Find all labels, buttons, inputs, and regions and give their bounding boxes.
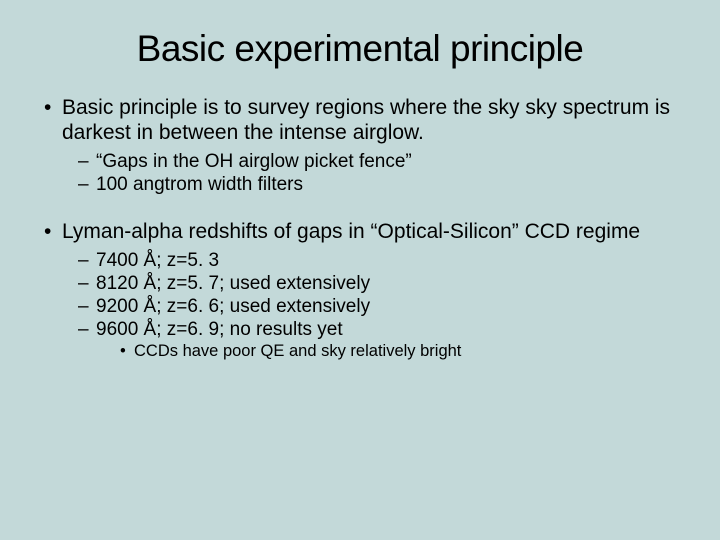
bullet-sub-3: 7400 Å; z=5. 3	[78, 249, 690, 272]
slide-title: Basic experimental principle	[30, 28, 690, 70]
bullet-sub-6: 9600 Å; z=6. 9; no results yet	[78, 318, 690, 341]
spacer	[30, 196, 690, 220]
bullet-sub-4: 8120 Å; z=5. 7; used extensively	[78, 272, 690, 295]
bullet-text: 9200 Å; z=6. 6; used extensively	[96, 296, 370, 317]
bullet-text: “Gaps in the OH airglow picket fence”	[96, 151, 412, 172]
bullet-text: Basic principle is to survey regions whe…	[62, 96, 670, 144]
bullet-sub-5: 9200 Å; z=6. 6; used extensively	[78, 295, 690, 318]
bullet-text: 8120 Å; z=5. 7; used extensively	[96, 273, 370, 294]
bullet-text: CCDs have poor QE and sky relatively bri…	[134, 342, 461, 360]
bullet-sub-2: 100 angtrom width filters	[78, 173, 690, 196]
bullet-main-2: Lyman-alpha redshifts of gaps in “Optica…	[44, 220, 690, 245]
bullet-subsub-1: CCDs have poor QE and sky relatively bri…	[120, 341, 690, 361]
bullet-text: 7400 Å; z=5. 3	[96, 250, 219, 271]
bullet-text: 9600 Å; z=6. 9; no results yet	[96, 319, 343, 340]
bullet-sub-1: “Gaps in the OH airglow picket fence”	[78, 150, 690, 173]
slide-container: Basic experimental principle Basic princ…	[0, 0, 720, 540]
bullet-main-1: Basic principle is to survey regions whe…	[44, 96, 690, 146]
bullet-text: 100 angtrom width filters	[96, 174, 303, 195]
bullet-text: Lyman-alpha redshifts of gaps in “Optica…	[62, 220, 640, 243]
